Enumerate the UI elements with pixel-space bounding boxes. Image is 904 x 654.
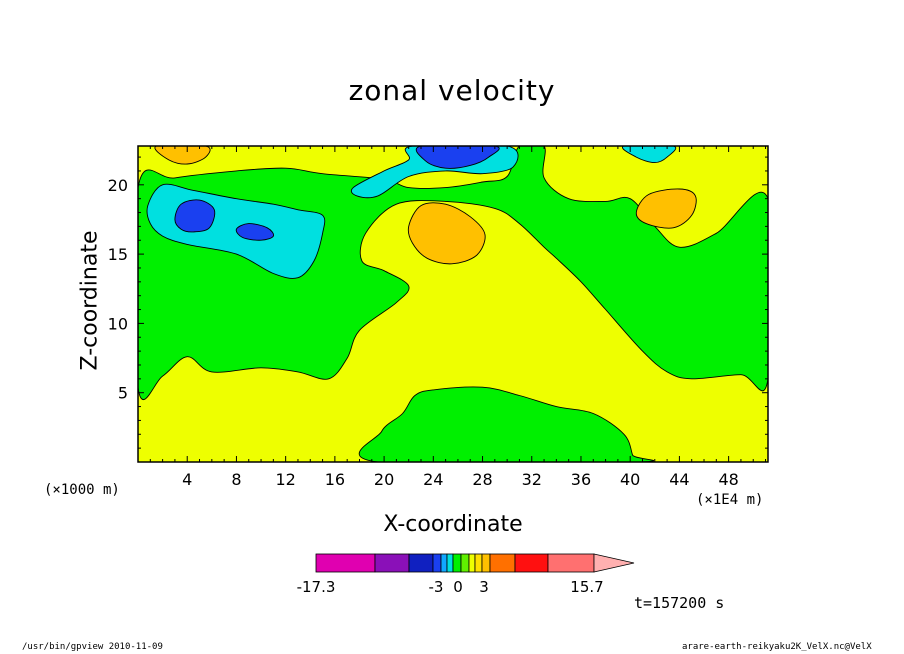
x-tick-label: 12 xyxy=(275,470,295,489)
contour-region-4 xyxy=(622,146,677,164)
plot-frame xyxy=(137,145,769,463)
chart-title: zonal velocity xyxy=(348,74,556,107)
x-tick-label: 20 xyxy=(374,470,394,489)
time-label: t=157200 s xyxy=(634,594,725,612)
y-axis-label: Z-coordinate xyxy=(77,230,103,371)
colorbar-arrow xyxy=(593,553,635,573)
colorbar-segment xyxy=(440,553,448,573)
colorbar-label: -17.3 xyxy=(297,578,336,596)
x-tick-label: 16 xyxy=(325,470,345,489)
colorbar-segment xyxy=(468,553,476,573)
contour-region-10 xyxy=(635,188,697,229)
colorbar: -17.3 -3 0 3 15.7 xyxy=(297,553,635,596)
x-unit-label: (×1000 m) xyxy=(44,482,120,498)
contour-region-9 xyxy=(407,202,486,265)
contour-region-5 xyxy=(174,199,216,233)
colorbar-segment xyxy=(514,553,549,573)
colorbar-label: -3 xyxy=(429,578,444,596)
x-tick-label: 48 xyxy=(718,470,738,489)
colorbar-segment xyxy=(446,553,454,573)
colorbar-segment xyxy=(374,553,410,573)
colorbar-label: 15.7 xyxy=(570,578,603,596)
colorbar-segment xyxy=(452,553,462,573)
x-tick-label: 44 xyxy=(669,470,689,489)
contour-region-6 xyxy=(235,223,275,241)
contour-region-1 xyxy=(358,386,655,462)
plot-area xyxy=(138,146,768,462)
x-tick-label: 24 xyxy=(423,470,443,489)
colorbar-segment xyxy=(489,553,516,573)
contour-region-8 xyxy=(154,146,211,165)
y-tick-label: 15 xyxy=(108,245,128,264)
colorbar-segment xyxy=(547,553,595,573)
x-tick-label: 32 xyxy=(522,470,542,489)
x-scale-label: (×1E4 m) xyxy=(696,492,764,508)
contour-region-7 xyxy=(415,146,500,169)
x-tick-label: 8 xyxy=(231,470,241,489)
colorbar-segment xyxy=(481,553,491,573)
footer-right: arare-earth-reikyaku2K_VelX.nc@VelX xyxy=(682,642,872,652)
colorbar-label: 0 xyxy=(453,578,463,596)
x-axis-label: X-coordinate xyxy=(383,512,523,537)
x-tick-label: 36 xyxy=(571,470,591,489)
x-tick-label: 28 xyxy=(472,470,492,489)
colorbar-segment xyxy=(460,553,470,573)
x-tick-label: 4 xyxy=(182,470,192,489)
colorbar-segment xyxy=(474,553,483,573)
colorbar-segment xyxy=(408,553,434,573)
x-tick-label: 40 xyxy=(620,470,640,489)
colorbar-segment xyxy=(315,553,376,573)
colorbar-segment xyxy=(432,553,442,573)
colorbar-label: 3 xyxy=(479,578,489,596)
y-tick-label: 5 xyxy=(118,384,128,403)
y-tick-label: 20 xyxy=(108,176,128,195)
footer-left: /usr/bin/gpview 2010-11-09 xyxy=(22,642,163,652)
y-tick-label: 10 xyxy=(108,314,128,333)
